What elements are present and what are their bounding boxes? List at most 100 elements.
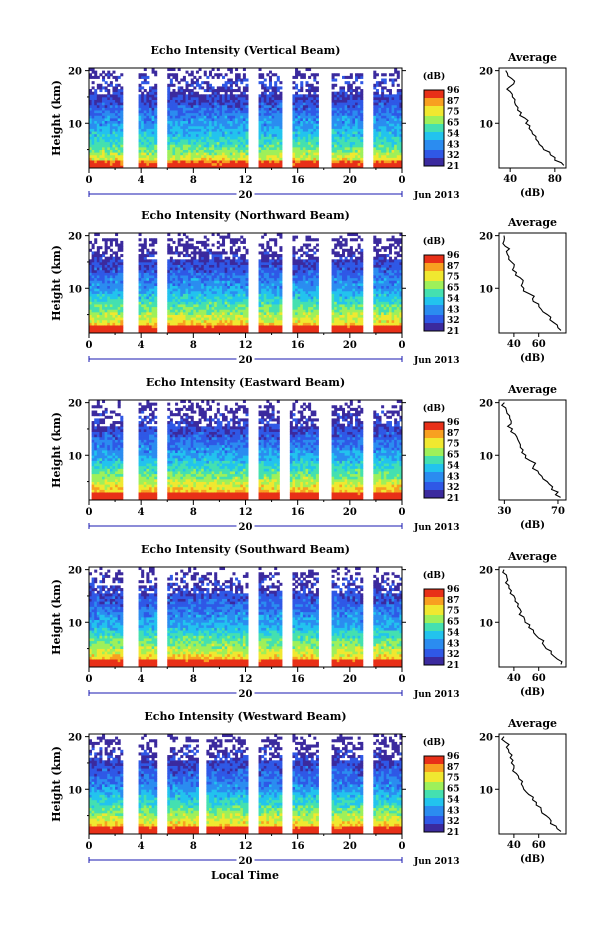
heatmap-cell: [167, 94, 171, 98]
heatmap-cell: [242, 115, 246, 119]
heatmap-cell: [138, 269, 142, 273]
heatmap-cell: [211, 256, 215, 260]
heatmap-cell: [190, 288, 194, 292]
colorbar-step: [424, 164, 444, 167]
heatmap-cell: [89, 285, 93, 289]
heatmap-cell: [180, 133, 184, 137]
heatmap-cell: [96, 280, 100, 284]
heatmap-cell: [399, 94, 403, 98]
colorbar-tick-label: 65: [447, 119, 460, 129]
heatmap-cell: [224, 112, 228, 116]
heatmap-cell: [229, 146, 233, 150]
heatmap-cell: [146, 264, 150, 268]
heatmap-cell: [146, 285, 150, 289]
heatmap-cell: [195, 165, 199, 169]
heatmap-cell: [91, 261, 95, 265]
heatmap-cell: [211, 160, 215, 164]
heatmap-cell: [107, 306, 111, 310]
heatmap-cell: [109, 264, 113, 268]
heatmap-cell: [120, 259, 124, 263]
heatmap-cell: [258, 301, 262, 305]
heatmap-cell: [242, 311, 246, 315]
heatmap-cell: [219, 144, 223, 148]
heatmap-cell: [381, 157, 385, 161]
heatmap-cell: [117, 272, 121, 276]
heatmap-cell: [357, 73, 361, 77]
heatmap-cell: [378, 107, 382, 111]
heatmap-cell: [180, 293, 184, 297]
heatmap-cell: [190, 107, 194, 111]
heatmap-cell: [117, 290, 121, 294]
heatmap-cell: [237, 248, 241, 252]
heatmap-cell: [177, 94, 181, 98]
heatmap-cell: [208, 309, 212, 313]
heatmap-cell: [104, 240, 108, 244]
heatmap-cell: [266, 285, 270, 289]
heatmap-cell: [224, 73, 228, 77]
heatmap-cell: [305, 81, 309, 85]
heatmap-cell: [89, 118, 93, 122]
heatmap-cell: [208, 283, 212, 287]
heatmap-cell: [198, 314, 202, 318]
heatmap-cell: [336, 94, 340, 98]
heatmap-cell: [99, 162, 103, 166]
heatmap-cell: [193, 75, 197, 79]
heatmap-cell: [104, 131, 108, 135]
heatmap-cell: [94, 275, 98, 279]
heatmap-cell: [96, 120, 100, 124]
heatmap-cell: [373, 107, 377, 111]
heatmap-cell: [188, 296, 192, 300]
heatmap-cell: [146, 254, 150, 258]
heatmap-cell: [229, 81, 233, 85]
heatmap-cell: [261, 139, 265, 143]
heatmap-cell: [203, 277, 207, 281]
heatmap-cell: [138, 293, 142, 297]
heatmap-cell: [112, 264, 116, 268]
heatmap-cell: [112, 99, 116, 103]
heatmap-cell: [214, 317, 218, 321]
heatmap-cell: [151, 306, 155, 310]
heatmap-cell: [222, 314, 226, 318]
heatmap-cell: [175, 330, 179, 334]
heatmap-cell: [206, 139, 210, 143]
heatmap-cell: [138, 264, 142, 268]
heatmap-cell: [89, 144, 93, 148]
heatmap-cell: [193, 160, 197, 164]
heatmap-cell: [235, 120, 239, 124]
heatmap-cell: [357, 99, 361, 103]
heatmap-cell: [232, 288, 236, 292]
heatmap-cell: [146, 118, 150, 122]
heatmap-cell: [107, 319, 111, 323]
heatmap-cell: [151, 317, 155, 321]
heatmap-cell: [315, 162, 319, 166]
heatmap-cell: [227, 149, 231, 153]
heatmap-cell: [172, 110, 176, 114]
heatmap-cell: [143, 131, 147, 135]
heatmap-cell: [245, 288, 249, 292]
heatmap-cell: [141, 165, 145, 169]
heatmap-cell: [182, 136, 186, 140]
heatmap-cell: [261, 327, 265, 331]
heatmap-cell: [222, 139, 226, 143]
heatmap-cell: [373, 146, 377, 150]
heatmap-cell: [224, 306, 228, 310]
heatmap-cell: [94, 314, 98, 318]
heatmap-cell: [310, 144, 314, 148]
heatmap-cell: [177, 314, 181, 318]
heatmap-cell: [334, 141, 338, 145]
heatmap-cell: [344, 131, 348, 135]
heatmap-cell: [211, 288, 215, 292]
heatmap-cell: [334, 110, 338, 114]
heatmap-cell: [240, 269, 244, 273]
heatmap-cell: [242, 99, 246, 103]
heatmap-cell: [268, 107, 272, 111]
heatmap-cell: [349, 123, 353, 127]
heatmap-cell: [94, 75, 98, 79]
heatmap-cell: [167, 107, 171, 111]
heatmap-cell: [300, 118, 304, 122]
heatmap-cell: [188, 269, 192, 273]
heatmap-cell: [195, 290, 199, 294]
heatmap-cell: [355, 99, 359, 103]
heatmap-cell: [195, 280, 199, 284]
heatmap-cell: [355, 104, 359, 108]
